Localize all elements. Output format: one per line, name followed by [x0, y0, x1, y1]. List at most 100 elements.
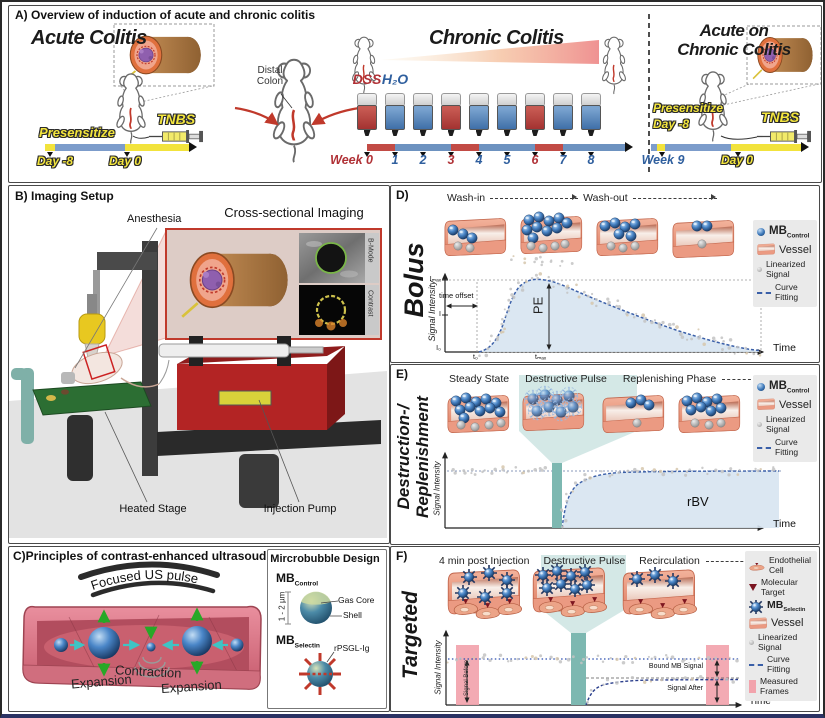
- panel-f-artwork: [443, 555, 743, 708]
- day-minus8-label-left: Day -8: [37, 154, 74, 168]
- panel-e-artwork: [442, 375, 781, 531]
- bolus-title: Bolus: [399, 242, 429, 318]
- rbv-fill: [562, 471, 779, 528]
- timeline-segment-week-7: [563, 144, 591, 151]
- panel-f-label: F): [396, 549, 408, 563]
- presensitize-label-left: Presensitize: [39, 125, 115, 140]
- panel-f-targeted: F) Targeted 4 min post Injection Destruc…: [390, 546, 820, 712]
- week-label-6: 6: [531, 153, 539, 167]
- dss-label: DSS: [352, 71, 382, 87]
- timeline-tick: [475, 152, 482, 157]
- y-tick-i: I: [439, 311, 441, 318]
- wash-out-label: Wash-out: [583, 192, 628, 204]
- bmode-label-strip: [365, 233, 379, 283]
- timeline-arrow: [801, 142, 814, 152]
- panel-d-artwork: [442, 211, 765, 358]
- bottle-week-2: [413, 93, 433, 136]
- chronic-colitis-title: Chronic Colitis: [429, 27, 564, 49]
- legend-linearized: Linearized Signal: [757, 415, 813, 434]
- panel-e-destruction-replenishment: E) Destruction-/Replenishment Steady Sta…: [390, 364, 820, 545]
- timeline-tick: [503, 152, 510, 157]
- mb-selectin-icon: [749, 600, 763, 615]
- linearized-signal-icon: [749, 640, 754, 646]
- week-label-7: 7: [559, 153, 567, 167]
- us-pulse-arc-outer: [78, 561, 220, 580]
- timeline-segment: [731, 144, 801, 151]
- stand-arm: [97, 252, 157, 270]
- legend-linearized: Linearized Signal: [749, 632, 813, 652]
- panel-b-title: B) Imaging Setup: [15, 189, 114, 203]
- injection-pump-pointer: [258, 399, 300, 503]
- scatter-dots: [451, 465, 776, 529]
- timeline-tick: [124, 152, 130, 157]
- panel-b-imaging-setup: B) Imaging Setup Anesthesia Cross-sectio…: [8, 185, 390, 544]
- expansion-arrows: [97, 607, 204, 677]
- wash-in-label: Wash-in: [447, 192, 486, 204]
- legend-mb-selectin: MBSelectin: [749, 599, 813, 615]
- acute-colon-inset-box: [113, 23, 215, 87]
- timeline-tick: [363, 152, 370, 157]
- f-time-label: Time: [749, 696, 771, 707]
- heated-stage-pointer: [104, 411, 148, 503]
- bottle-week-5: [497, 93, 517, 136]
- f-y-axis-label: Signal Intensity: [433, 640, 443, 695]
- pump-display: [218, 390, 272, 406]
- targeted-title: Targeted: [399, 591, 422, 679]
- microbubble: [54, 638, 68, 652]
- panel-c-artwork: Focused US pulse: [22, 561, 262, 690]
- anesthesia-pointer: [74, 227, 158, 369]
- pump-syringe: [158, 343, 290, 358]
- stage-leg: [67, 415, 93, 481]
- legend-mb-control: MBControl: [757, 225, 813, 239]
- destructive-pulse-bar: [552, 463, 562, 528]
- signal-before-label: Signal Before: [464, 659, 470, 697]
- time-offset-label: time offset: [439, 291, 474, 300]
- timeline-segment-week-0: [367, 144, 395, 151]
- contrast-label-strip: [365, 285, 379, 335]
- microbubble-expanded: [88, 627, 120, 659]
- rpsgl-label: rPSGL-Ig: [334, 643, 370, 653]
- mb-design-title: Mircrobubble Design: [270, 553, 380, 565]
- week-label-2: 2: [419, 153, 427, 167]
- tnbs-label-right: T­NBS: [761, 109, 800, 125]
- vessel-icon: [757, 243, 775, 256]
- us-pulse-arc-inner: [90, 580, 216, 598]
- linearized-signal-icon: [757, 422, 762, 428]
- molecular-target-icon: [749, 584, 757, 592]
- timeline-arrow: [189, 142, 202, 152]
- week-label-4: 4: [475, 153, 483, 167]
- bottle-week-0: [357, 93, 377, 136]
- endothelial-cell-icon: [749, 562, 765, 571]
- day0-label-left: Day 0: [109, 154, 142, 168]
- bottle-week-4: [469, 93, 489, 136]
- linearized-signal-icon: [757, 267, 762, 273]
- injection-tube: [158, 359, 170, 385]
- timeline-segment-week-3: [451, 144, 479, 151]
- anesthesia-mask: [61, 372, 75, 384]
- post-injection-label: 4 min post Injection: [439, 555, 530, 567]
- gas-core-label: Gas Core: [338, 595, 375, 605]
- timeline-tick: [531, 152, 538, 157]
- e-time-label: Time: [773, 518, 796, 530]
- panel-a-colitis-overview: A) Overview of induction of acute and ch…: [8, 5, 822, 183]
- x-tick-tmax: tₘₐₓ: [535, 353, 547, 361]
- anesthesia-pipe: [21, 368, 34, 444]
- legend-linearized: Linearized Signal: [757, 260, 813, 279]
- timeline-segment-week-2: [423, 144, 451, 151]
- panel-e-legend: MBControl Vessel Linearized Signal Curve…: [753, 375, 817, 463]
- day-minus8-label-right: Day -8: [653, 117, 690, 131]
- panel-d-legend: MBControl Vessel Linearized Signal Curve…: [753, 220, 817, 308]
- timeline-segment: [45, 144, 55, 151]
- replenishment-curve: [561, 470, 780, 529]
- scatter-dots: [478, 255, 762, 358]
- panel-a-title: A) Overview of induction of acute and ch…: [15, 8, 316, 22]
- mb-selectin-label: MBSelectin: [276, 633, 320, 650]
- microbubble-design-box: Mircrobubble Design MBControl Gas Core S…: [267, 549, 387, 709]
- aoc-colon-inset-box: [746, 25, 821, 85]
- chronic-gradient-wedge: [381, 40, 599, 64]
- e-phase-row: Steady State Destructive Pulse Replenish…: [449, 373, 783, 385]
- curve-fitting-icon: [757, 446, 771, 449]
- mouse-on-stage: [71, 351, 123, 385]
- destructive-pulse-label: Destructive Pulse: [543, 555, 626, 567]
